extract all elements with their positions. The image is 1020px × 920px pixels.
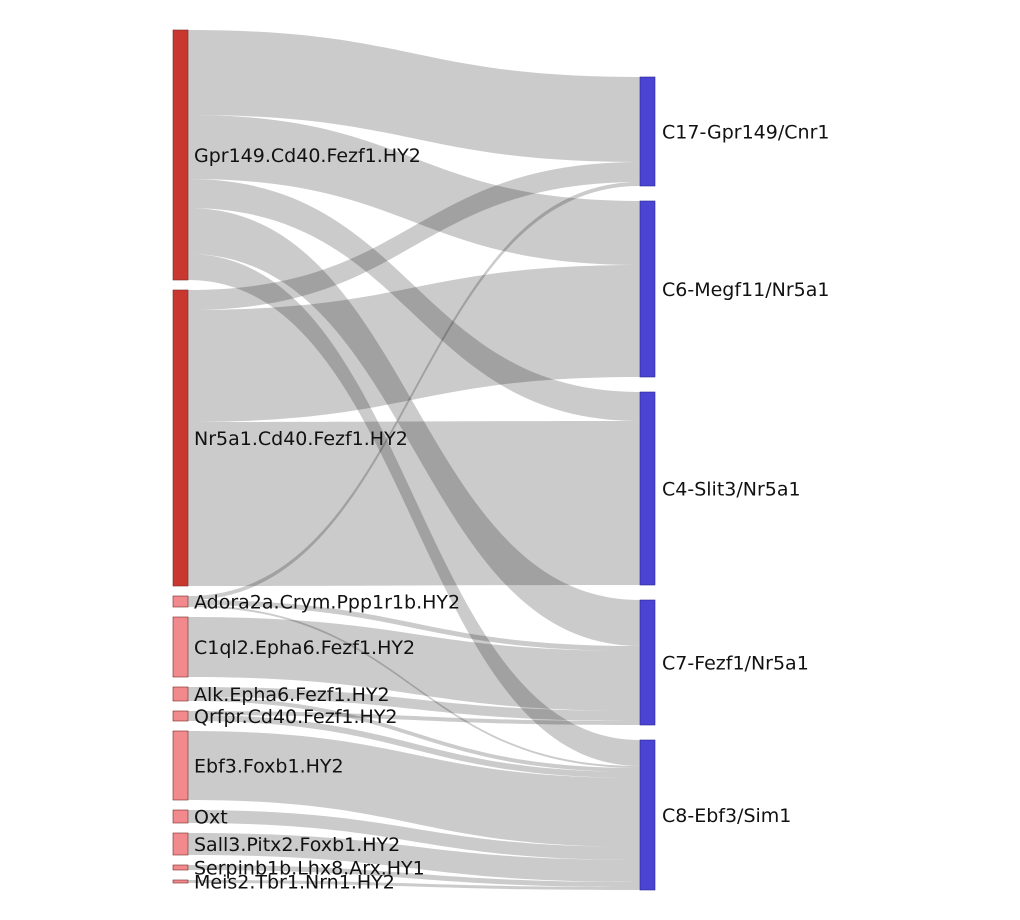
link-s11-t5 bbox=[188, 880, 640, 890]
target-node-c17-gpr149-cnr1 bbox=[639, 76, 656, 187]
source-node-alk-epha6-fezf1-hy2 bbox=[172, 686, 189, 702]
target-label: C17-Gpr149/Cnr1 bbox=[662, 122, 829, 144]
source-label: C1ql2.Epha6.Fezf1.HY2 bbox=[194, 637, 415, 659]
source-node-gpr149-cd40-fezf1-hy2 bbox=[172, 29, 189, 281]
link-s3-t1 bbox=[188, 182, 640, 600]
link-s8-t5 bbox=[188, 810, 640, 860]
link-s5-t4 bbox=[188, 687, 640, 721]
source-node-meis2-tbr1-nrn1-hy2 bbox=[172, 879, 189, 884]
link-s4-t4 bbox=[188, 617, 640, 711]
source-node-qrfpr-cd40-fezf1-hy2 bbox=[172, 710, 189, 722]
target-label: C8-Ebf3/Sim1 bbox=[662, 805, 791, 827]
source-node-c1ql2-epha6-fezf1-hy2 bbox=[172, 616, 189, 678]
link-s9-t5 bbox=[188, 833, 640, 882]
source-node-nr5a1-cd40-fezf1-hy2 bbox=[172, 289, 189, 587]
link-s3-t4 bbox=[188, 600, 640, 651]
target-label: C4-Slit3/Nr5a1 bbox=[662, 479, 801, 501]
source-label: Ebf3.Foxb1.HY2 bbox=[194, 756, 344, 778]
source-label: Alk.Epha6.Fezf1.HY2 bbox=[194, 684, 390, 706]
link-s7-t5 bbox=[188, 731, 640, 847]
link-s5-t5 bbox=[188, 697, 640, 772]
link-s2-t3 bbox=[188, 421, 640, 586]
link-s6-t5 bbox=[188, 715, 640, 778]
target-node-c7-fezf1-nr5a1 bbox=[639, 599, 656, 726]
source-node-oxt bbox=[172, 809, 189, 824]
link-s2-t1 bbox=[188, 162, 640, 310]
source-label: Qrfpr.Cd40.Fezf1.HY2 bbox=[194, 706, 398, 728]
labels-layer: Gpr149.Cd40.Fezf1.HY2 Nr5a1.Cd40.Fezf1.HY… bbox=[194, 122, 829, 894]
source-node-ebf3-foxb1-hy2 bbox=[172, 730, 189, 801]
link-s10-t5 bbox=[188, 865, 640, 887]
source-label: Sall3.Pitx2.Foxb1.HY2 bbox=[194, 834, 400, 856]
source-label: Meis2.Tbr1.Nrn1.HY2 bbox=[194, 872, 395, 894]
links-layer bbox=[188, 30, 640, 890]
source-label: Adora2a.Crym.Ppp1r1b.HY2 bbox=[194, 592, 460, 614]
nodes-layer bbox=[172, 29, 656, 891]
link-s2-t2 bbox=[188, 265, 640, 422]
source-node-serpinb1b-lhx8-arx-hy1 bbox=[172, 864, 189, 871]
target-node-c6-megf11-nr5a1 bbox=[639, 200, 656, 378]
link-s6-t4 bbox=[188, 711, 640, 725]
link-s1-t1 bbox=[188, 30, 640, 162]
source-label: Gpr149.Cd40.Fezf1.HY2 bbox=[194, 145, 421, 167]
target-label: C6-Megf11/Nr5a1 bbox=[662, 279, 829, 301]
source-label: Oxt bbox=[194, 807, 228, 829]
target-node-c8-ebf3-sim1 bbox=[639, 739, 656, 891]
target-label: C7-Fezf1/Nr5a1 bbox=[662, 653, 809, 675]
source-label: Nr5a1.Cd40.Fezf1.HY2 bbox=[194, 428, 408, 450]
source-node-sall3-pitx2-foxb1-hy2 bbox=[172, 832, 189, 856]
source-node-adora2a-crym-ppp1r1b-hy2 bbox=[172, 595, 189, 608]
target-node-c4-slit3-nr5a1 bbox=[639, 391, 656, 586]
source-label: Serpinb1b.Lhx8.Arx.HY1 bbox=[194, 858, 425, 880]
